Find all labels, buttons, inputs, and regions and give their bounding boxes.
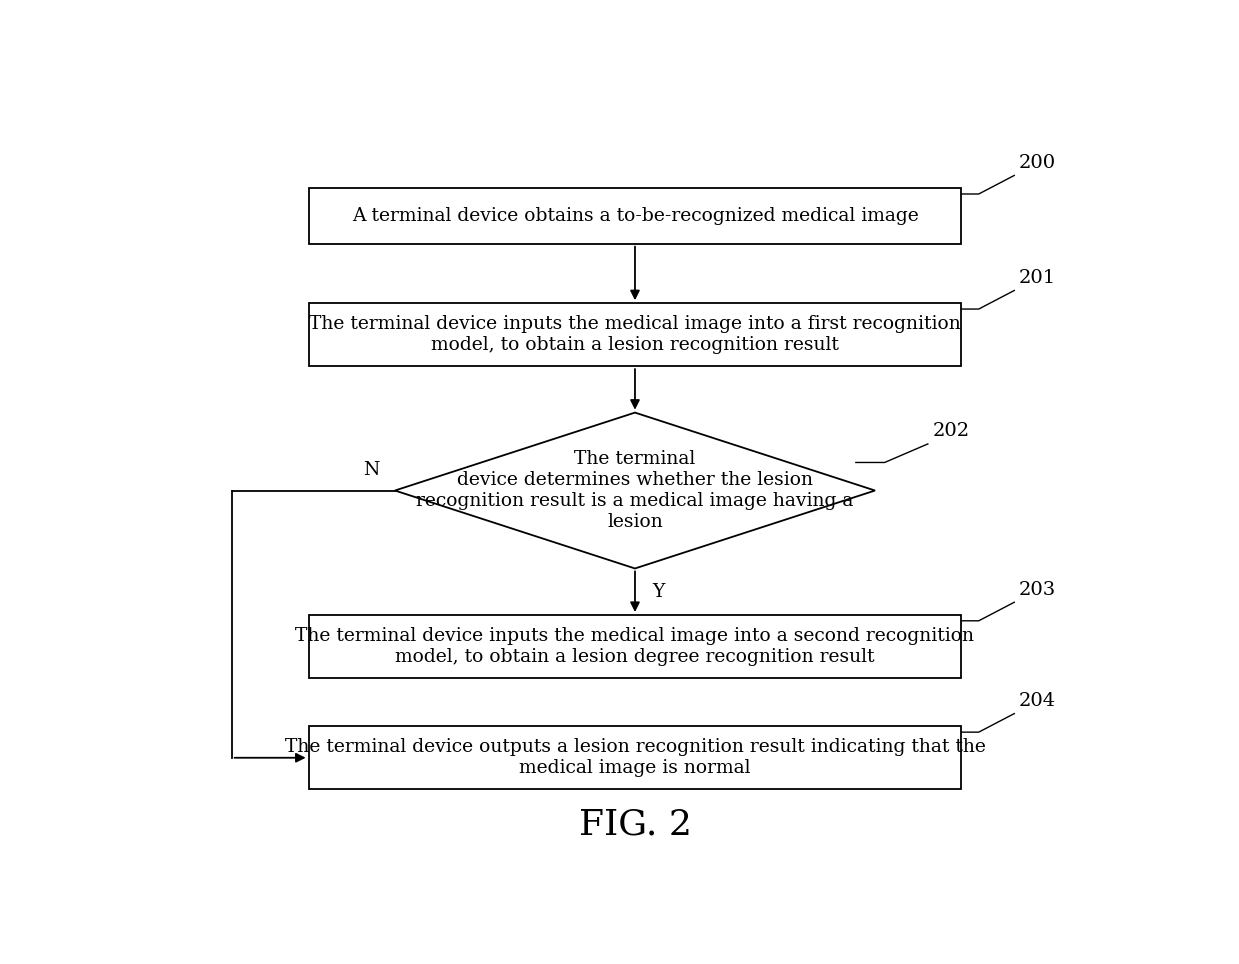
Text: 201: 201 <box>1020 269 1056 286</box>
Text: The terminal device outputs a lesion recognition result indicating that the
medi: The terminal device outputs a lesion rec… <box>285 738 985 777</box>
Polygon shape <box>395 413 875 569</box>
FancyBboxPatch shape <box>309 726 961 790</box>
Text: The terminal device inputs the medical image into a first recognition
model, to : The terminal device inputs the medical i… <box>309 315 961 354</box>
Text: 203: 203 <box>1020 580 1057 599</box>
Text: FIG. 2: FIG. 2 <box>579 808 691 842</box>
FancyBboxPatch shape <box>309 615 961 678</box>
Text: A terminal device obtains a to-be-recognized medical image: A terminal device obtains a to-be-recogn… <box>352 207 918 225</box>
Text: 202: 202 <box>933 422 970 441</box>
Text: N: N <box>363 462 379 479</box>
Text: 204: 204 <box>1020 692 1056 710</box>
Text: The terminal
device determines whether the lesion
recognition result is a medica: The terminal device determines whether t… <box>416 450 854 531</box>
FancyBboxPatch shape <box>309 303 961 366</box>
FancyBboxPatch shape <box>309 188 961 244</box>
Text: The terminal device inputs the medical image into a second recognition
model, to: The terminal device inputs the medical i… <box>295 627 975 666</box>
Text: Y: Y <box>652 582 664 601</box>
Text: 200: 200 <box>1020 153 1056 172</box>
